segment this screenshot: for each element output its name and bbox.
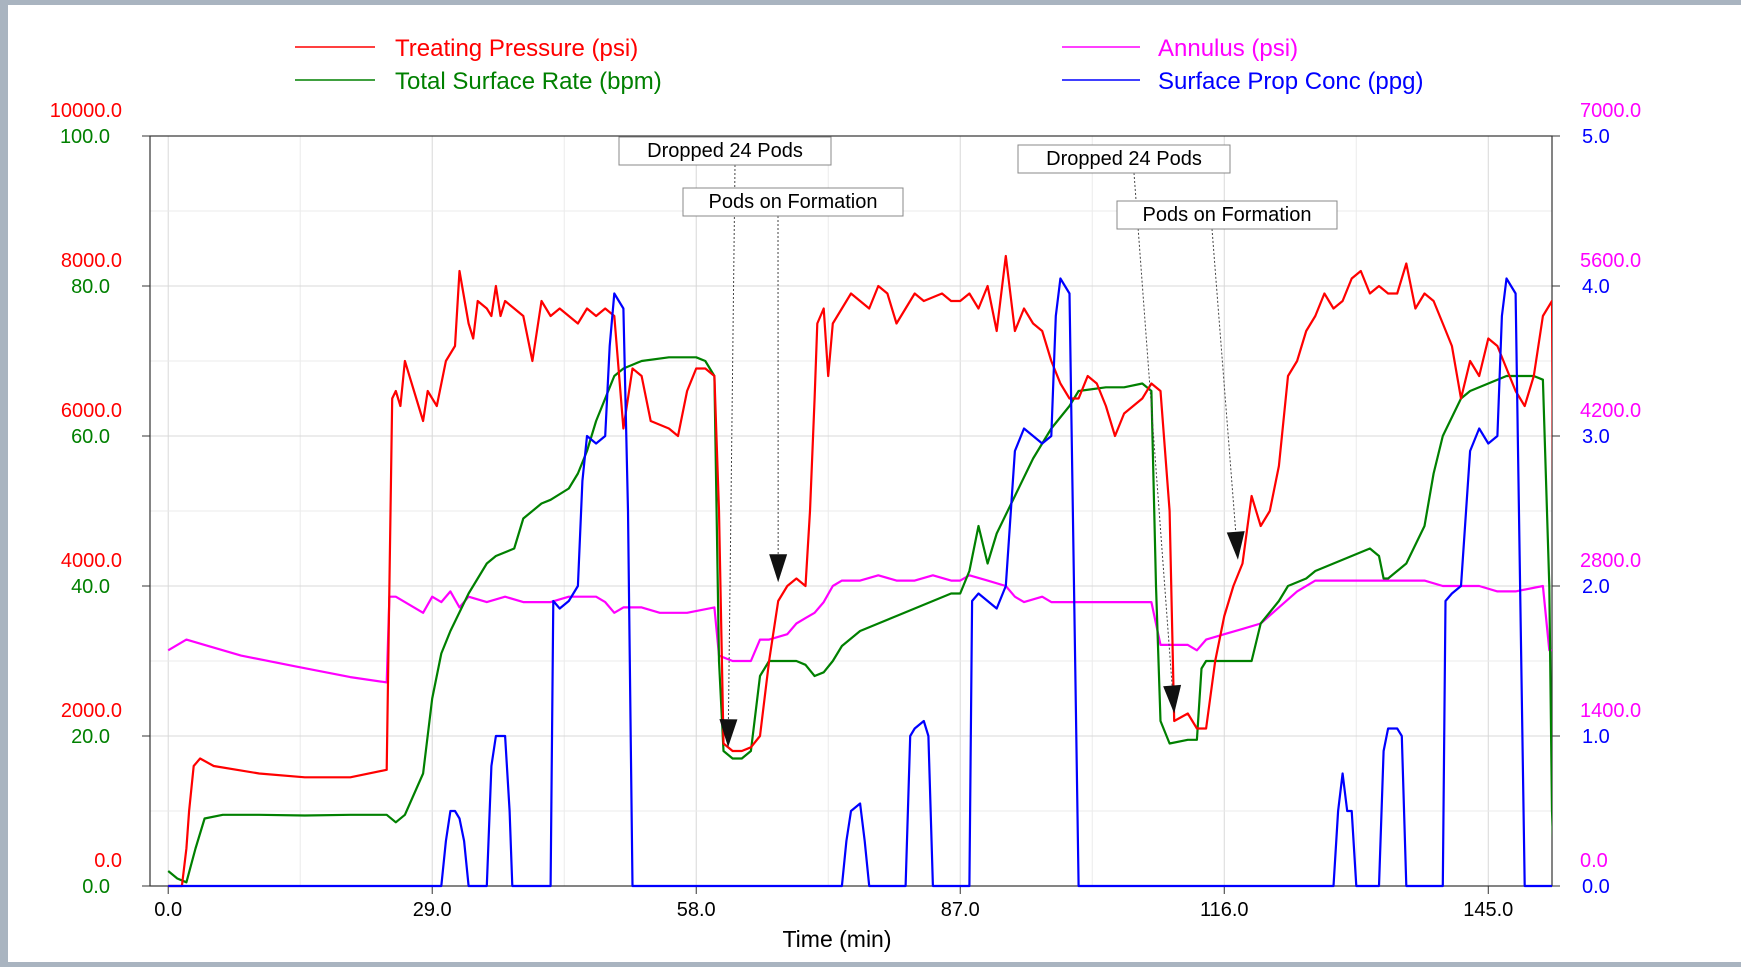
y-tick-label-prop: 3.0 bbox=[1582, 426, 1610, 448]
y-tick-label-prop: 1.0 bbox=[1582, 726, 1610, 748]
y-tick-label-prop: 0.0 bbox=[1582, 876, 1610, 898]
y-tick-label-rate: 0.0 bbox=[82, 876, 110, 898]
y-tick-label-rate: 80.0 bbox=[71, 276, 110, 298]
y-tick-label-pressure: 2000.0 bbox=[61, 700, 122, 722]
y-tick-label-pressure: 0.0 bbox=[94, 850, 122, 872]
y-tick-label-pressure: 6000.0 bbox=[61, 400, 122, 422]
y-tick-label-pressure: 8000.0 bbox=[61, 250, 122, 272]
x-axis-label: Time (min) bbox=[782, 926, 891, 952]
annotation-label: Dropped 24 Pods bbox=[647, 140, 803, 162]
y-tick-label-annulus: 5600.0 bbox=[1580, 250, 1641, 272]
y-tick-label-prop: 5.0 bbox=[1582, 126, 1610, 148]
y-tick-label-rate: 20.0 bbox=[71, 726, 110, 748]
y-tick-label-pressure: 10000.0 bbox=[50, 100, 122, 122]
y-tick-label-annulus: 2800.0 bbox=[1580, 550, 1641, 572]
x-tick-label: 29.0 bbox=[413, 899, 452, 921]
chart-panel bbox=[8, 5, 1741, 962]
y-tick-label-annulus: 1400.0 bbox=[1580, 700, 1641, 722]
legend-label-surface-prop-conc: Surface Prop Conc (ppg) bbox=[1158, 68, 1423, 95]
legend-label-annulus: Annulus (psi) bbox=[1158, 35, 1298, 62]
y-tick-label-annulus: 0.0 bbox=[1580, 850, 1608, 872]
x-tick-label: 87.0 bbox=[941, 899, 980, 921]
legend-label-total-surface-rate: Total Surface Rate (bpm) bbox=[395, 68, 662, 95]
x-tick-label: 0.0 bbox=[154, 899, 182, 921]
annotation-label: Dropped 24 Pods bbox=[1046, 148, 1202, 170]
y-tick-label-prop: 2.0 bbox=[1582, 576, 1610, 598]
annotation-label: Pods on Formation bbox=[709, 191, 878, 213]
annotation-label: Pods on Formation bbox=[1143, 204, 1312, 226]
y-tick-label-rate: 60.0 bbox=[71, 426, 110, 448]
x-tick-label: 145.0 bbox=[1463, 899, 1513, 921]
y-tick-label-rate: 100.0 bbox=[60, 126, 110, 148]
y-tick-label-annulus: 4200.0 bbox=[1580, 400, 1641, 422]
x-tick-label: 116.0 bbox=[1200, 899, 1249, 921]
x-tick-label: 58.0 bbox=[677, 899, 716, 921]
y-tick-label-rate: 40.0 bbox=[71, 576, 110, 598]
y-tick-label-annulus: 7000.0 bbox=[1580, 100, 1641, 122]
y-tick-label-pressure: 4000.0 bbox=[61, 550, 122, 572]
legend-label-treating-pressure: Treating Pressure (psi) bbox=[395, 35, 638, 62]
y-tick-label-prop: 4.0 bbox=[1582, 276, 1610, 298]
